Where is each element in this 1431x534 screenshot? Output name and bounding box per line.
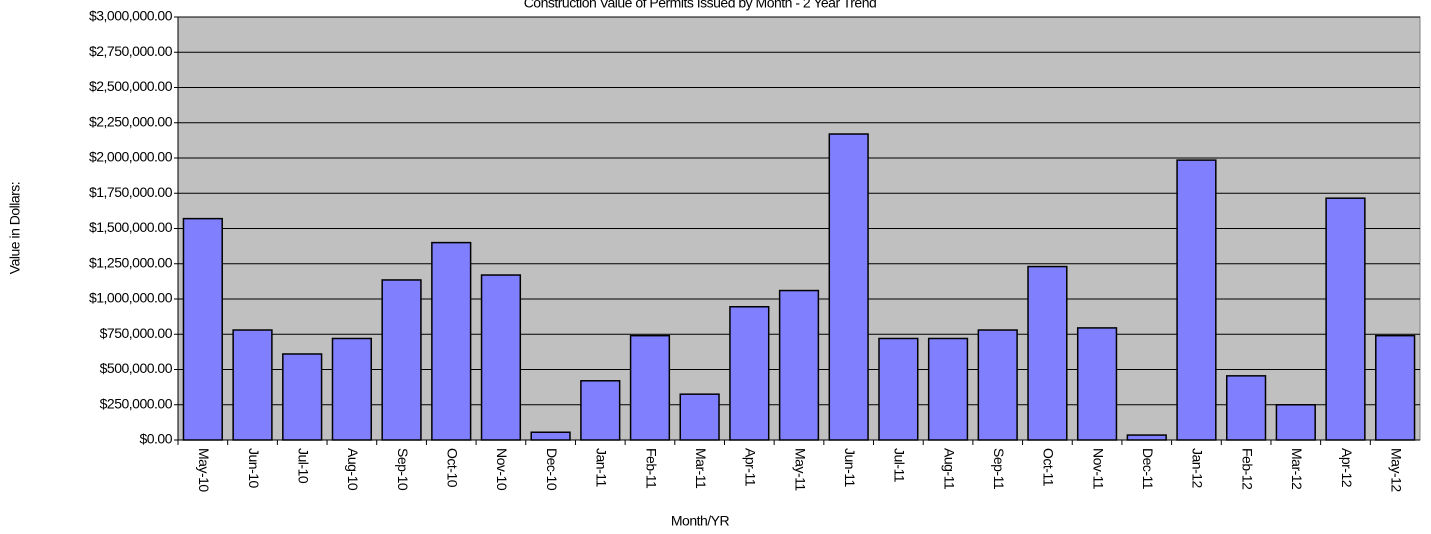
- bar: [480, 274, 522, 441]
- y-tick-label: $500,000.00: [100, 360, 173, 376]
- x-tick-label: Jan-11: [594, 448, 610, 487]
- bar: [431, 241, 472, 441]
- bar: [679, 393, 720, 441]
- x-tick-label: Oct-10: [445, 448, 461, 488]
- y-tick-label: $3,000,000.00: [89, 8, 173, 24]
- bar: [1225, 375, 1267, 441]
- x-tick-label: Nov-11: [1090, 448, 1106, 490]
- bar: [331, 337, 373, 441]
- x-axis-label: Month/YR: [671, 513, 730, 529]
- x-tick-label: Apr-12: [1339, 448, 1355, 488]
- x-tick-label: Jan-12: [1190, 448, 1206, 489]
- x-tick-label: Apr-11: [743, 448, 759, 487]
- x-tick-label: Sep-11: [991, 448, 1007, 490]
- bar: [1076, 327, 1118, 441]
- bar: [1027, 265, 1068, 441]
- x-tick-label: Aug-11: [941, 448, 957, 490]
- x-tick-label: Jun-11: [842, 448, 858, 487]
- y-tick-label: $750,000.00: [100, 325, 173, 341]
- bar: [778, 289, 820, 441]
- x-tick-label: May-12: [1388, 448, 1404, 492]
- bar: [282, 353, 323, 441]
- y-tick-label: $1,250,000.00: [89, 254, 173, 270]
- y-tick-label: $1,000,000.00: [89, 290, 173, 306]
- bar: [927, 337, 969, 441]
- bar: [182, 217, 223, 441]
- y-tick-label: $2,000,000.00: [89, 149, 173, 165]
- x-tick-label: May-10: [196, 448, 212, 492]
- x-tick-label: Nov-10: [494, 448, 510, 491]
- x-tick-label: Jul-11: [892, 448, 908, 483]
- y-tick-label: $0.00: [139, 431, 172, 447]
- x-tick-label: Dec-10: [544, 448, 560, 491]
- x-tick-label: Sep-10: [395, 448, 411, 491]
- y-tick-label: $2,250,000.00: [89, 113, 173, 129]
- x-tick-label: Feb-12: [1239, 448, 1255, 490]
- x-tick-label: Feb-11: [643, 448, 659, 489]
- bar: [1176, 159, 1217, 441]
- bar: [878, 337, 919, 441]
- x-tick-label: Aug-10: [345, 448, 361, 491]
- y-axis-label: Value in Dollars:: [7, 182, 23, 274]
- x-tick-label: Jul-10: [295, 448, 311, 484]
- y-tick-label: $1,500,000.00: [89, 219, 173, 235]
- bar: [1325, 197, 1366, 441]
- chart-title: Construction Value of Permits Issued by …: [524, 0, 877, 11]
- bar: [232, 329, 273, 441]
- bar: [580, 380, 621, 441]
- bar: [1275, 404, 1316, 441]
- bar: [381, 279, 422, 441]
- x-tick-label: Jun-10: [246, 448, 262, 489]
- bar: [1375, 334, 1416, 441]
- bar: [828, 133, 869, 441]
- y-tick-label: $250,000.00: [100, 395, 173, 411]
- bar: [530, 431, 571, 441]
- x-tick-label: Mar-12: [1289, 448, 1305, 490]
- y-tick-label: $2,750,000.00: [89, 43, 173, 59]
- x-tick-label: Oct-11: [1041, 448, 1057, 487]
- x-tick-label: Mar-11: [693, 448, 709, 489]
- x-tick-label: May-11: [792, 448, 808, 491]
- bar: [1126, 434, 1167, 441]
- y-tick-label: $1,750,000.00: [89, 184, 173, 200]
- y-tick-label: $2,500,000.00: [89, 78, 173, 94]
- bar: [729, 306, 770, 441]
- x-tick-label: Dec-11: [1140, 448, 1156, 490]
- bar: [629, 334, 671, 441]
- bar: [977, 329, 1018, 441]
